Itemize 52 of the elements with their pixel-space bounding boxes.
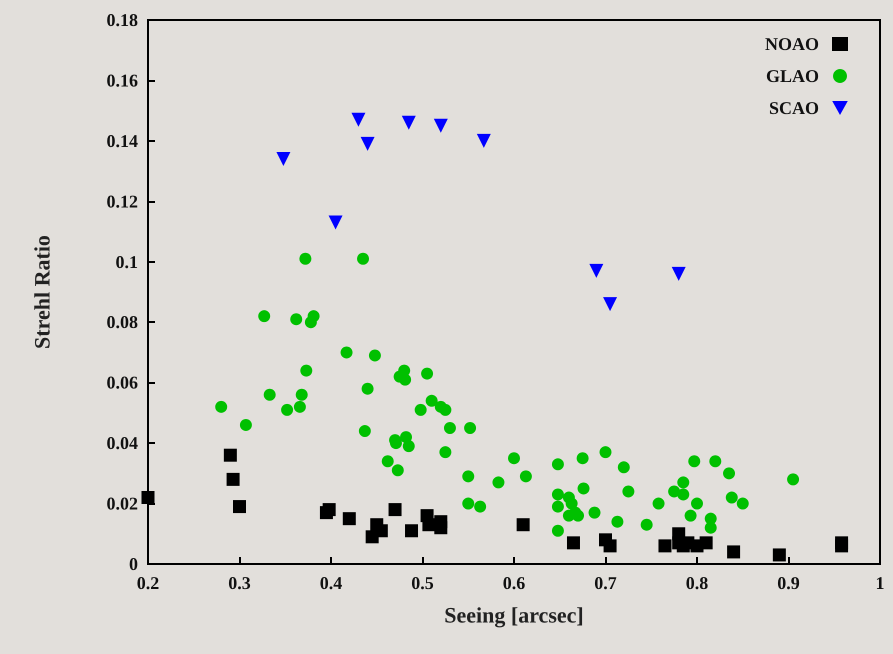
x-tick-label: 0.6 [502, 573, 526, 593]
point [603, 297, 618, 312]
legend-label: NOAO [765, 34, 819, 54]
point [402, 116, 416, 130]
legend-label: GLAO [766, 66, 819, 86]
point [226, 472, 240, 486]
point [772, 548, 786, 562]
y-axis-title: Strehl Ratio [30, 235, 54, 349]
point [405, 524, 418, 538]
point [388, 503, 402, 516]
x-tick-label: 0.5 [411, 573, 434, 593]
y-tick-label: 0.12 [106, 191, 138, 212]
x-tick-label: 0.3 [228, 573, 251, 593]
y-tick-label: 0.08 [106, 312, 138, 332]
x-tick-label: 0.8 [686, 573, 708, 593]
point [604, 539, 617, 552]
point [434, 118, 448, 133]
point [835, 539, 848, 552]
point [434, 521, 448, 534]
y-tick-label: 0 [129, 554, 138, 574]
point [566, 536, 580, 550]
point [342, 512, 356, 526]
point [276, 152, 290, 166]
y-tick-label: 0.14 [106, 130, 138, 151]
point [233, 500, 246, 514]
point [476, 134, 491, 148]
point [360, 136, 375, 151]
x-axis-title: Seeing [arcsec] [444, 602, 584, 628]
point [142, 491, 154, 504]
x-tick-label: 0.9 [777, 573, 800, 593]
y-tick-label: 0.06 [106, 372, 138, 393]
point [516, 518, 530, 532]
y-tick-label: 0.1 [116, 252, 138, 272]
x-tick-label: 1 [876, 573, 884, 593]
y-tick-label: 0.04 [106, 433, 138, 454]
point [658, 539, 672, 552]
point [328, 215, 343, 230]
x-tick-label: 0.2 [136, 573, 160, 593]
y-tick-label: 0.16 [106, 70, 138, 90]
point [224, 448, 237, 462]
legend-label: SCAO [768, 98, 819, 118]
y-tick-label: 0.02 [106, 494, 138, 514]
point [589, 264, 604, 278]
x-tick-label: 0.4 [320, 573, 342, 593]
point [351, 112, 366, 127]
point [672, 266, 686, 281]
point [727, 545, 740, 558]
point [700, 536, 713, 550]
point [322, 503, 336, 516]
point [422, 518, 436, 532]
y-tick-label: 0.18 [106, 10, 138, 30]
x-tick-label: 0.7 [594, 573, 617, 593]
